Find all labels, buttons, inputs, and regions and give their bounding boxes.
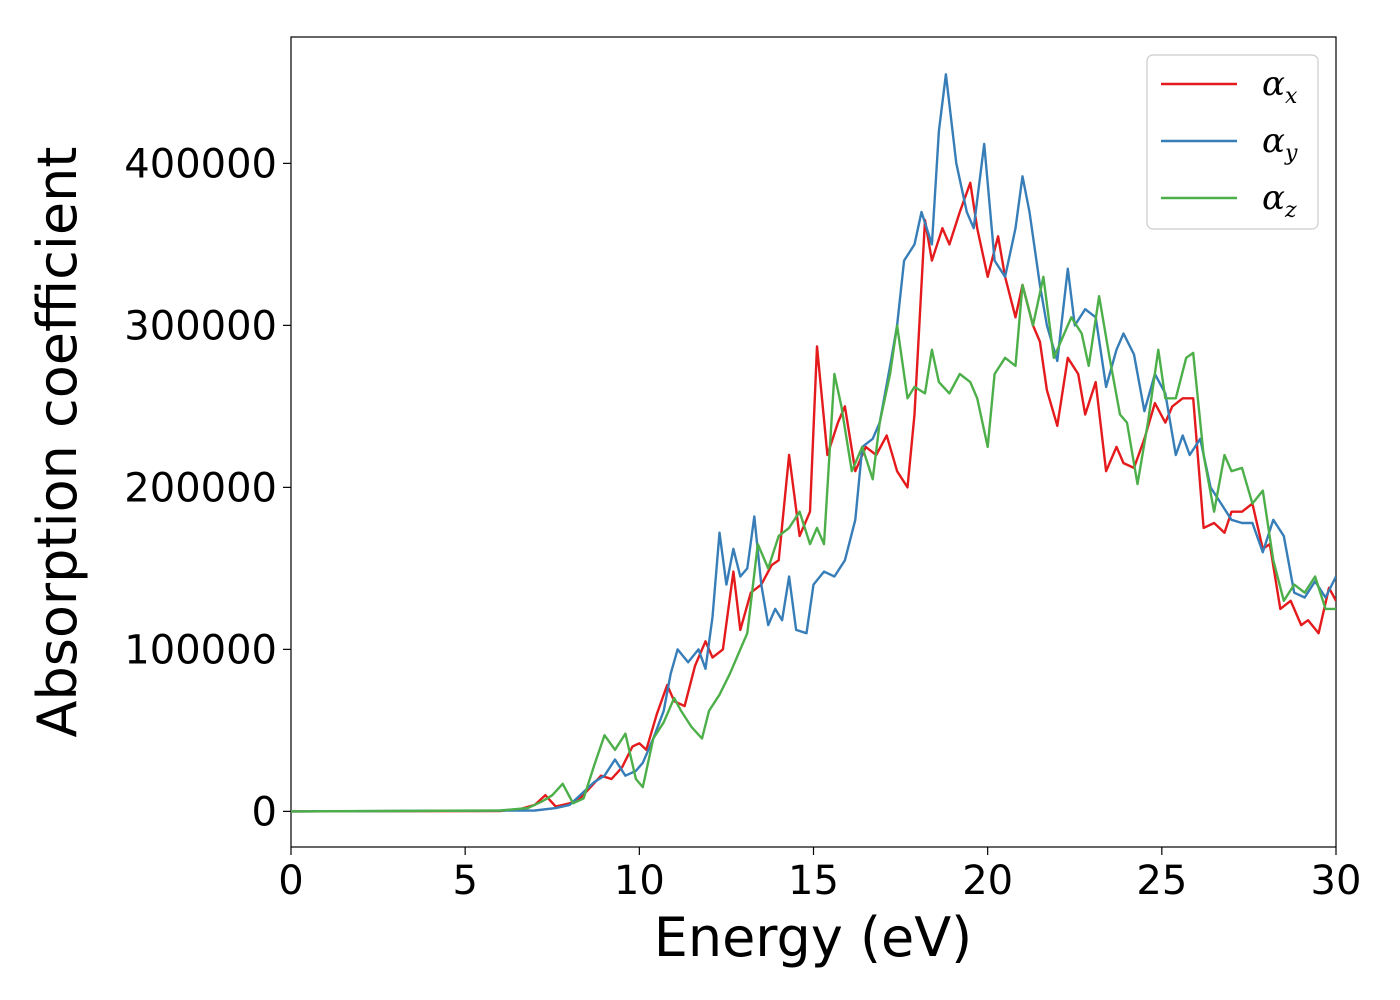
legend-label-main: α [1262,64,1285,104]
x-tick-label: 0 [278,858,303,904]
x-tick-label: 30 [1311,858,1362,904]
series-line-z [291,275,1336,813]
x-axis-ticks: 0 5 10 15 20 25 30 [278,847,1361,904]
x-tick-label: 15 [788,858,839,904]
legend-label-y: αy [1262,121,1298,166]
legend-label-subscript: y [1284,141,1298,166]
x-tick-label: 5 [452,858,477,904]
legend-label-x: αx [1262,64,1298,109]
series-line-y [291,73,1336,813]
x-tick-label: 10 [614,858,665,904]
y-axis-ticks: 0 100000 200000 300000 400000 [124,141,291,835]
series-line-x [291,181,1336,813]
legend-label-z: αz [1262,178,1297,223]
series-layer [291,73,1336,813]
legend-label-subscript: z [1284,198,1297,223]
y-tick-label: 400000 [124,141,277,187]
legend-label-main: α [1262,121,1285,161]
x-tick-label: 25 [1136,858,1187,904]
y-tick-label: 0 [252,789,277,835]
y-tick-label: 300000 [124,303,277,349]
y-tick-label: 200000 [124,465,277,511]
x-tick-label: 20 [962,858,1013,904]
x-axis-title: Energy (eV) [654,906,973,969]
y-axis-title: Absorption coefficient [26,147,89,738]
legend-label-main: α [1262,178,1285,218]
y-tick-label: 100000 [124,627,277,673]
legend-label-subscript: x [1285,84,1298,109]
